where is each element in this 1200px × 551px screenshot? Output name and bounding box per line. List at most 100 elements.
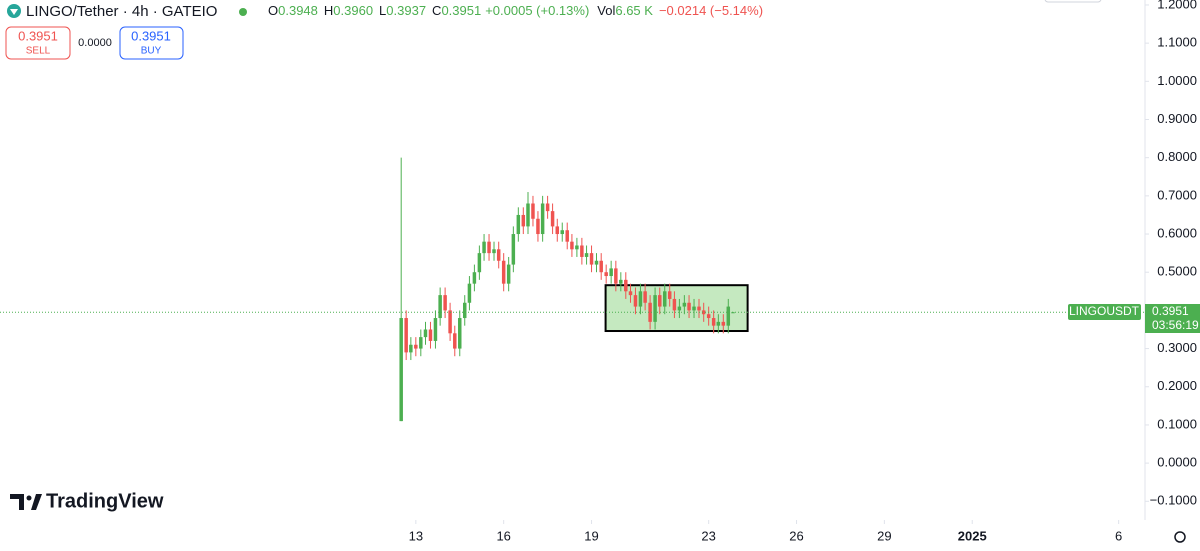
candle-body — [609, 268, 613, 277]
sell-button[interactable] — [5, 26, 71, 60]
candle-body — [589, 253, 594, 265]
candle-body — [443, 295, 447, 311]
candle-body — [433, 318, 438, 341]
ohlc-legend: O0.3948 H0.3960 L0.3937 C0.3951 +0.0005 (+0.… — [268, 3, 763, 18]
ohlc-key: H — [324, 3, 333, 18]
candle-body — [721, 321, 726, 326]
vol-change: −0.0214 (−5.14%) — [659, 3, 763, 18]
settings-icon[interactable] — [1174, 531, 1186, 543]
ohlc-value: 0.3948 — [278, 3, 318, 18]
buy-price: 0.3951 — [131, 28, 171, 43]
candle-body — [584, 253, 589, 257]
candle-body — [653, 295, 657, 322]
candle-body — [492, 249, 496, 254]
candle-body — [477, 253, 482, 273]
candle-body — [697, 306, 701, 311]
plot-area — [0, 157, 1145, 422]
header: LINGO/Tether · 4h · GATEIO — [26, 3, 217, 20]
sell-price: 0.3951 — [18, 28, 58, 43]
candle-body — [536, 218, 540, 235]
candle-body — [687, 302, 691, 311]
y-tick-label: −0.1000 — [1150, 493, 1197, 508]
logo-text: TradingView — [46, 490, 164, 512]
status-dot — [239, 8, 247, 16]
candle-body — [506, 264, 511, 284]
candle-body — [560, 230, 564, 235]
candle-body — [628, 291, 633, 296]
sell-label: SELL — [26, 46, 51, 57]
candle-body — [726, 306, 731, 326]
countdown: 03:56:19 — [1152, 318, 1199, 332]
symbol: LINGO/Tether · 4h · GATEIO — [26, 3, 217, 20]
y-tick-label: 1.1000 — [1157, 35, 1197, 50]
change: +0.0005 (+0.13%) — [485, 3, 589, 18]
candle-body — [711, 318, 716, 326]
candle-body — [399, 318, 403, 422]
candle-body — [531, 203, 535, 219]
y-tick-label: 0.9000 — [1157, 111, 1197, 126]
candle-body — [594, 260, 599, 265]
symbol-icon-glyph — [10, 9, 18, 15]
candle-body — [565, 230, 569, 242]
symbol-label-box — [1068, 304, 1141, 320]
y-tick-label: 0.2000 — [1157, 378, 1197, 393]
ohlc-value: 0.3937 — [386, 3, 426, 18]
candle-body — [706, 314, 711, 319]
y-tick-label: 0.8000 — [1157, 149, 1197, 164]
vol-value: 6.65 K — [615, 3, 653, 18]
logo-mark — [26, 495, 32, 501]
y-tick-label: 0.1000 — [1157, 416, 1197, 431]
candle-body — [458, 318, 462, 349]
candle-body — [467, 283, 472, 303]
price-label-box — [1145, 304, 1200, 333]
candle-body — [692, 306, 696, 311]
y-tick-label: 1.2000 — [1157, 0, 1197, 11]
candle-body — [423, 329, 428, 338]
candle-body — [570, 241, 574, 250]
candle-body — [516, 214, 521, 235]
logo-mark — [31, 494, 42, 510]
y-tick-label: 1.0000 — [1157, 73, 1197, 88]
x-tick-label: 29 — [877, 528, 891, 543]
symbol-label: LINGOUSDT — [1069, 304, 1140, 318]
range-rectangle — [604, 284, 749, 333]
x-tick-label: 19 — [584, 528, 598, 543]
candle-body — [599, 260, 603, 273]
candle-body — [453, 333, 457, 349]
axes: −0.10000.00000.10000.20000.30000.40000.5… — [409, 0, 1197, 543]
candle-body — [414, 344, 418, 349]
candle-body — [448, 310, 452, 334]
spread: 0.0000 — [78, 37, 112, 49]
x-tick-label: 6 — [1115, 528, 1122, 543]
ohlc-key: O — [268, 3, 278, 18]
x-tick-label: 2025 — [958, 528, 987, 543]
candle-body — [619, 279, 623, 284]
toolbar-button[interactable] — [1044, 0, 1102, 3]
price-labels: LINGOUSDT 0.3951 03:56:19 — [1068, 304, 1200, 333]
candle-body — [677, 306, 682, 311]
y-tick-label: 0.7000 — [1157, 187, 1197, 202]
buy-button[interactable] — [119, 26, 184, 60]
logo-mark — [10, 494, 24, 510]
candle-body — [614, 268, 618, 284]
candle-body — [604, 272, 608, 277]
candle-body — [701, 310, 706, 315]
candle-body — [638, 291, 643, 307]
candle-body — [648, 302, 652, 322]
candle-body — [496, 249, 501, 261]
candle-body — [482, 241, 486, 254]
candle-body — [624, 279, 628, 292]
candle-body — [575, 245, 579, 250]
candle-body — [580, 245, 584, 257]
candle-body — [501, 260, 506, 284]
candle-body — [521, 214, 526, 227]
ohlc-value: 0.3960 — [333, 3, 373, 18]
x-tick-label: 26 — [789, 528, 803, 543]
candle-body — [658, 295, 662, 307]
x-tick-label: 16 — [496, 528, 510, 543]
candle-body — [545, 203, 550, 212]
ohlc-key: L — [379, 3, 386, 18]
buy-label: BUY — [141, 46, 162, 57]
y-tick-label: 0.3000 — [1157, 340, 1197, 355]
